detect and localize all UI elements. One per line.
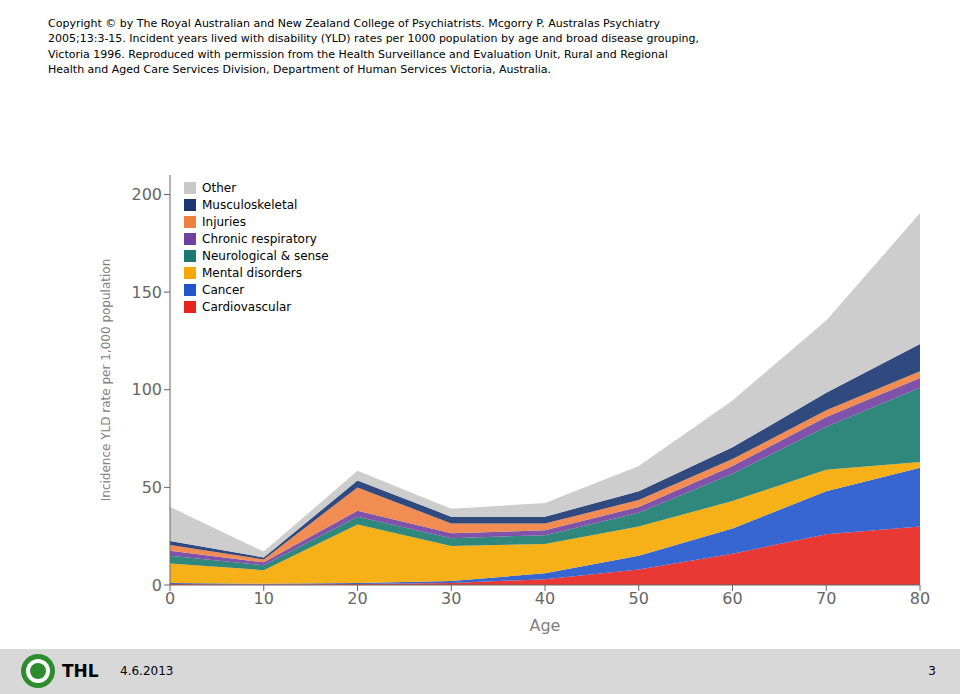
svg-text:40: 40	[535, 589, 555, 608]
html-text:3: 3	[928, 664, 936, 678]
html-text:Mental disorders: Mental disorders	[202, 265, 302, 280]
svg-text:50: 50	[629, 589, 649, 608]
svg-text:150: 150	[131, 283, 162, 302]
html-text:Cardiovascular: Cardiovascular	[202, 299, 292, 314]
svg-text:0: 0	[152, 576, 162, 595]
svg-text:Incidence YLD rate per 1,000 p: Incidence YLD rate per 1,000 population	[99, 259, 113, 502]
svg-text:200: 200	[131, 185, 162, 204]
svg-text:60: 60	[722, 589, 742, 608]
svg-text:100: 100	[131, 380, 162, 399]
svg-text:Age: Age	[530, 616, 561, 635]
html-text:4.6.2013: 4.6.2013	[120, 664, 174, 678]
html-text:Injuries: Injuries	[202, 214, 246, 229]
html-text:Chronic respiratory: Chronic respiratory	[202, 231, 317, 246]
svg-text:80: 80	[910, 589, 930, 608]
svg-text:10: 10	[254, 589, 274, 608]
svg-text:70: 70	[816, 589, 836, 608]
svg-text:30: 30	[441, 589, 461, 608]
html-text:Copyright © by The Royal Austr: Copyright © by The Royal Australian and …	[48, 17, 699, 77]
svg-text:0: 0	[165, 589, 175, 608]
html-text:Cancer: Cancer	[202, 282, 245, 297]
svg-text:50: 50	[142, 478, 162, 497]
html-text:THL: THL	[62, 661, 99, 681]
html-text:Other: Other	[202, 180, 237, 195]
html-text:Musculoskeletal: Musculoskeletal	[202, 197, 298, 212]
html-text:Neurological & sense: Neurological & sense	[202, 248, 329, 263]
svg-text:20: 20	[347, 589, 367, 608]
